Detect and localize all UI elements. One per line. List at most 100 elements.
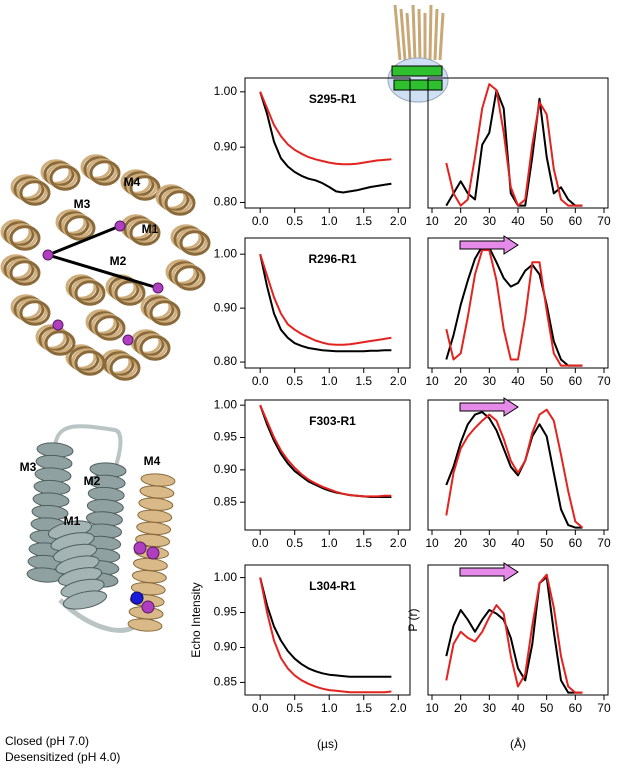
icon-strand — [411, 4, 417, 61]
x-tick-label: 30 — [483, 374, 497, 388]
coil — [61, 213, 93, 239]
x-tick-label: 0.5 — [286, 536, 303, 550]
y-tick-label: 0.80 — [214, 195, 238, 209]
y-tick-label: 0.95 — [214, 430, 238, 444]
helix-label: M3 — [74, 197, 91, 211]
coil — [168, 261, 200, 287]
y-tick-label: 0.80 — [214, 354, 238, 368]
loop — [53, 424, 123, 481]
x-tick-label: 70 — [597, 536, 611, 550]
x-tick-label: 0.0 — [252, 214, 269, 228]
coil — [174, 265, 206, 291]
x-tick-label: 50 — [540, 374, 554, 388]
coil — [58, 211, 90, 237]
helix-turn — [139, 485, 175, 499]
coil — [49, 165, 81, 191]
x-tick-label: 0.5 — [286, 214, 303, 228]
coil — [120, 169, 152, 195]
icon-strand — [405, 12, 412, 61]
coil — [9, 225, 41, 251]
helix-label: M4 — [144, 454, 161, 468]
y-tick-label: 0.90 — [214, 640, 238, 654]
coil — [68, 346, 100, 372]
plot-frame — [427, 564, 609, 696]
coil — [0, 254, 32, 280]
legend-entry: Closed (pH 7.0) — [5, 734, 89, 748]
coil — [164, 190, 196, 216]
y-tick-label: 0.85 — [214, 675, 238, 689]
data-line — [259, 253, 392, 353]
spin-label — [133, 541, 147, 555]
coil — [146, 298, 178, 324]
plot-frame — [244, 399, 411, 531]
coil — [91, 313, 123, 339]
x-tick-label: 60 — [569, 214, 583, 228]
coil — [64, 215, 96, 241]
x-tick-label: 10 — [425, 214, 439, 228]
coil — [6, 258, 38, 284]
coil — [143, 296, 175, 322]
coil — [88, 311, 120, 337]
x-tick-label: 40 — [511, 214, 525, 228]
helix-label: M2 — [110, 254, 127, 268]
arrow — [459, 235, 519, 255]
icon-strand — [417, 8, 422, 61]
spin-label — [152, 282, 164, 294]
helix-turn — [127, 618, 163, 632]
x-tick-label: 10 — [425, 374, 439, 388]
helix-turn — [131, 570, 167, 584]
coil — [158, 186, 190, 212]
x-tick-label: 0.0 — [252, 374, 269, 388]
coil — [129, 175, 161, 201]
data-line — [445, 573, 583, 694]
x-tick-label: 2.0 — [390, 374, 407, 388]
data-line — [445, 249, 583, 367]
panel-title: R296-R1 — [308, 252, 356, 266]
coil — [19, 180, 51, 206]
x-tick-label: 1.5 — [355, 536, 372, 550]
data-line — [259, 404, 392, 498]
structure-art — [0, 4, 449, 633]
x-tick-label: 60 — [569, 374, 583, 388]
plot-frame — [244, 564, 411, 696]
x-tick-label: 0.0 — [252, 536, 269, 550]
coil — [65, 274, 97, 300]
y-tick-label: 0.90 — [214, 300, 238, 314]
plot-frame — [427, 237, 609, 369]
x-tick-label: 1.0 — [321, 374, 338, 388]
coil — [71, 278, 103, 304]
coil — [13, 176, 45, 202]
x-tick-label: 1.0 — [321, 214, 338, 228]
x-axis-label: (µs) — [317, 737, 338, 751]
distance-line — [47, 253, 159, 290]
icon-strand — [399, 8, 407, 61]
helix-turn — [62, 590, 108, 610]
coil — [173, 226, 205, 252]
y-axis-label: P (r) — [406, 608, 420, 631]
coil — [40, 159, 72, 185]
spin-label — [141, 600, 155, 614]
panel-title: S295-R1 — [309, 92, 357, 106]
y-tick-label: 1.00 — [214, 246, 238, 260]
data-line — [445, 408, 584, 529]
data-line — [445, 576, 583, 694]
x-tick-label: 30 — [483, 214, 497, 228]
icon-strand — [433, 8, 439, 61]
coil — [3, 221, 35, 247]
coil — [176, 228, 208, 254]
x-tick-label: 2.0 — [390, 214, 407, 228]
coil — [86, 158, 118, 184]
icon-band — [391, 65, 443, 77]
x-tick-label: 70 — [597, 214, 611, 228]
x-tick-label: 70 — [597, 701, 611, 715]
coil — [10, 174, 42, 200]
coil — [171, 263, 203, 289]
icon-strand — [438, 12, 445, 61]
helix-label: M4 — [124, 175, 141, 189]
coil — [133, 331, 165, 357]
y-tick-label: 0.95 — [214, 605, 238, 619]
x-tick-label: 1.5 — [355, 374, 372, 388]
helix-label: M1 — [142, 222, 159, 236]
coil — [71, 348, 103, 374]
